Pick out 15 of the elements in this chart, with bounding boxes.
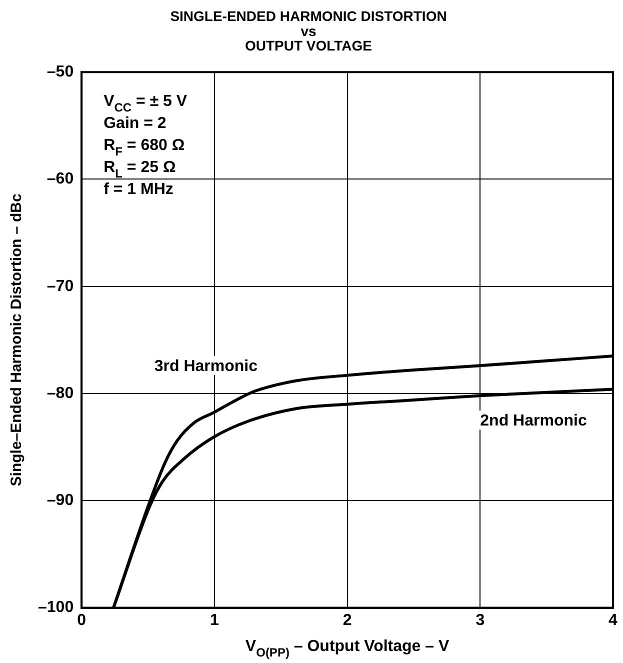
x-tick-label: 1 (210, 612, 219, 629)
x-tick-label: 2 (342, 612, 352, 629)
x-tick-label: 3 (476, 612, 485, 629)
y-tick-label: –90 (46, 492, 74, 510)
y-tick-label: –50 (46, 64, 74, 81)
series-label: 3rd Harmonic (154, 358, 258, 376)
y-axis-title: Single–Ended Harmonic Distortion – dBc (8, 194, 26, 486)
series-label: 2nd Harmonic (480, 412, 587, 430)
y-tick-label: –100 (38, 599, 74, 616)
chart-title: SINGLE-ENDED HARMONIC DISTORTION vs OUTPUT VOLTAGE (170, 8, 447, 54)
y-tick-label: –80 (46, 384, 74, 402)
x-tick-label: 0 (77, 612, 86, 629)
y-tick-label: –60 (46, 170, 74, 188)
y-tick-label: –70 (46, 278, 74, 295)
x-tick-label: 4 (608, 612, 618, 629)
